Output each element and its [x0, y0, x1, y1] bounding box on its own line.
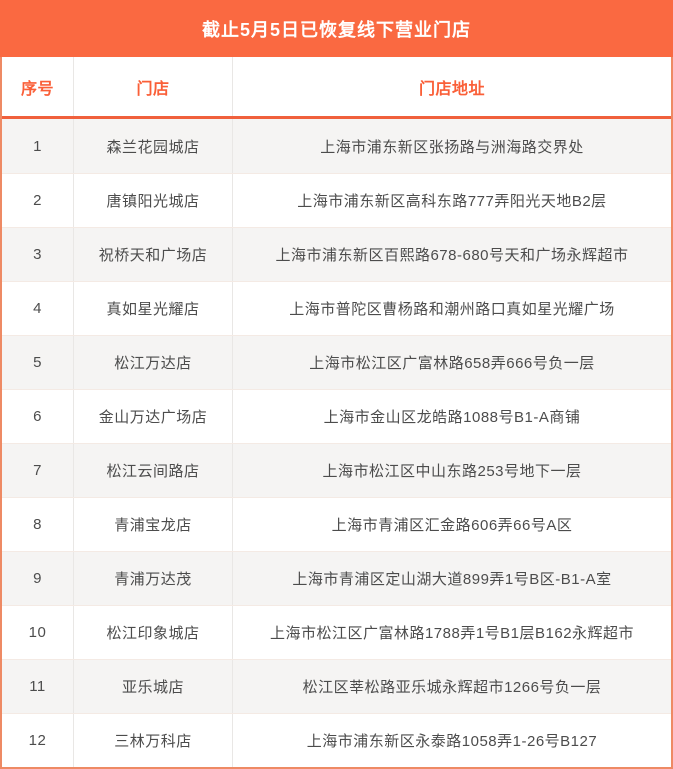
- page-title: 截止5月5日已恢复线下营业门店: [201, 19, 472, 40]
- cell-row-number: 3: [2, 228, 74, 281]
- table-row: 11 亚乐城店 松江区莘松路亚乐城永辉超市1266号负一层: [2, 659, 671, 713]
- table-row: 3 祝桥天和广场店 上海市浦东新区百熙路678-680号天和广场永辉超市: [2, 227, 671, 281]
- cell-store-name: 金山万达广场店: [74, 390, 233, 443]
- cell-store-address: 松江区莘松路亚乐城永辉超市1266号负一层: [302, 679, 602, 696]
- cell-store-name: 松江万达店: [74, 336, 233, 389]
- cell-row-number: 6: [2, 390, 74, 443]
- table-row: 12 三林万科店 上海市浦东新区永泰路1058弄1-26号B127: [2, 713, 671, 767]
- table-row: 10 松江印象城店 上海市松江区广富林路1788弄1号B1层B162永辉超市: [2, 605, 671, 659]
- cell-store-name: 松江云间路店: [74, 444, 233, 497]
- table-row: 4 真如星光耀店 上海市普陀区曹杨路和潮州路口真如星光耀广场: [2, 281, 671, 335]
- cell-row-number: 4: [2, 282, 74, 335]
- cell-row-number: 8: [2, 498, 74, 551]
- cell-store-address: 上海市浦东新区高科东路777弄阳光天地B2层: [297, 193, 607, 210]
- table-header-row: 序号 门店 门店地址: [2, 57, 671, 119]
- column-header-address: 门店地址: [418, 80, 485, 98]
- cell-row-number: 2: [2, 174, 74, 227]
- table-row: 1 森兰花园城店 上海市浦东新区张扬路与洲海路交界处: [2, 119, 671, 173]
- cell-store-name: 青浦万达茂: [74, 552, 233, 605]
- table-row: 8 青浦宝龙店 上海市青浦区汇金路606弄66号A区: [2, 497, 671, 551]
- table-row: 5 松江万达店 上海市松江区广富林路658弄666号负一层: [2, 335, 671, 389]
- cell-store-address: 上海市青浦区汇金路606弄66号A区: [331, 517, 573, 534]
- cell-store-address: 上海市松江区广富林路1788弄1号B1层B162永辉超市: [269, 625, 635, 642]
- cell-store-address: 上海市青浦区定山湖大道899弄1号B区-B1-A室: [292, 571, 612, 588]
- cell-store-name: 亚乐城店: [74, 660, 233, 713]
- cell-store-name: 唐镇阳光城店: [74, 174, 233, 227]
- cell-store-name: 祝桥天和广场店: [74, 228, 233, 281]
- cell-store-address: 上海市金山区龙皓路1088号B1-A商铺: [323, 409, 581, 426]
- table-title-bar: 截止5月5日已恢复线下营业门店: [0, 0, 673, 57]
- cell-row-number: 1: [2, 119, 74, 173]
- cell-row-number: 10: [2, 606, 74, 659]
- cell-store-name: 森兰花园城店: [74, 119, 233, 173]
- cell-store-address: 上海市普陀区曹杨路和潮州路口真如星光耀广场: [289, 301, 615, 318]
- cell-row-number: 9: [2, 552, 74, 605]
- cell-store-name: 真如星光耀店: [74, 282, 233, 335]
- cell-row-number: 5: [2, 336, 74, 389]
- cell-row-number: 11: [2, 660, 74, 713]
- table-row: 6 金山万达广场店 上海市金山区龙皓路1088号B1-A商铺: [2, 389, 671, 443]
- table-row: 9 青浦万达茂 上海市青浦区定山湖大道899弄1号B区-B1-A室: [2, 551, 671, 605]
- column-header-store: 门店: [74, 57, 233, 116]
- cell-store-name: 青浦宝龙店: [74, 498, 233, 551]
- store-table: 序号 门店 门店地址 1 森兰花园城店 上海市浦东新区张扬路与洲海路交界处 2 …: [0, 57, 673, 769]
- cell-store-address: 上海市浦东新区张扬路与洲海路交界处: [320, 138, 584, 156]
- cell-store-name: 松江印象城店: [74, 606, 233, 659]
- table-row: 2 唐镇阳光城店 上海市浦东新区高科东路777弄阳光天地B2层: [2, 173, 671, 227]
- cell-store-address: 上海市松江区广富林路658弄666号负一层: [309, 355, 595, 372]
- table-row: 7 松江云间路店 上海市松江区中山东路253号地下一层: [2, 443, 671, 497]
- cell-store-address: 上海市浦东新区百熙路678-680号天和广场永辉超市: [275, 247, 629, 264]
- cell-store-address: 上海市浦东新区永泰路1058弄1-26号B127: [306, 733, 598, 750]
- cell-row-number: 12: [2, 714, 74, 767]
- cell-store-name: 三林万科店: [74, 714, 233, 767]
- column-header-index: 序号: [2, 57, 74, 116]
- cell-store-address: 上海市松江区中山东路253号地下一层: [322, 463, 582, 480]
- cell-row-number: 7: [2, 444, 74, 497]
